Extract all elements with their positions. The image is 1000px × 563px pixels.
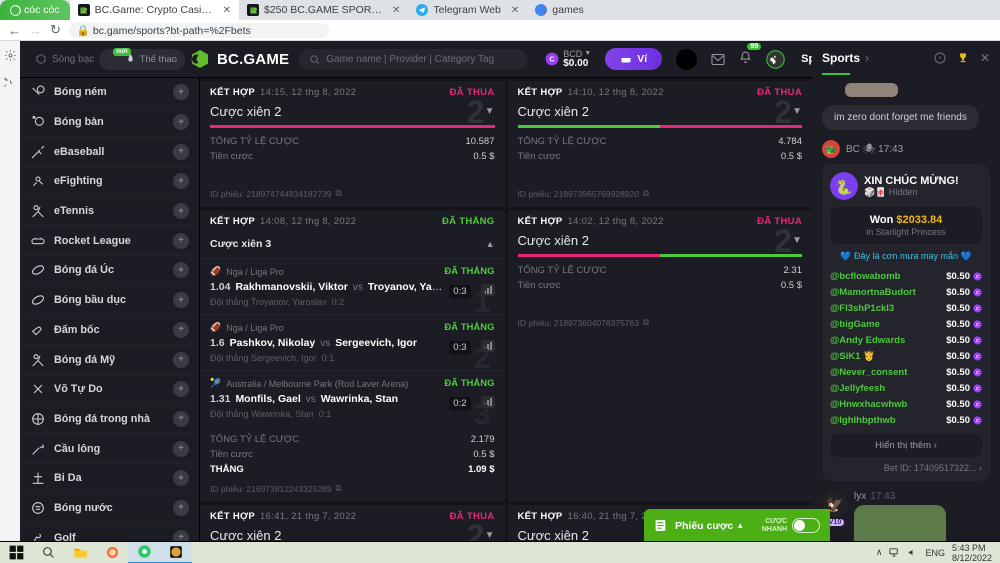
svg-text:🐲: 🐲 — [825, 145, 837, 156]
svg-text:🐍: 🐍 — [835, 179, 852, 196]
svg-text:C: C — [550, 56, 555, 63]
